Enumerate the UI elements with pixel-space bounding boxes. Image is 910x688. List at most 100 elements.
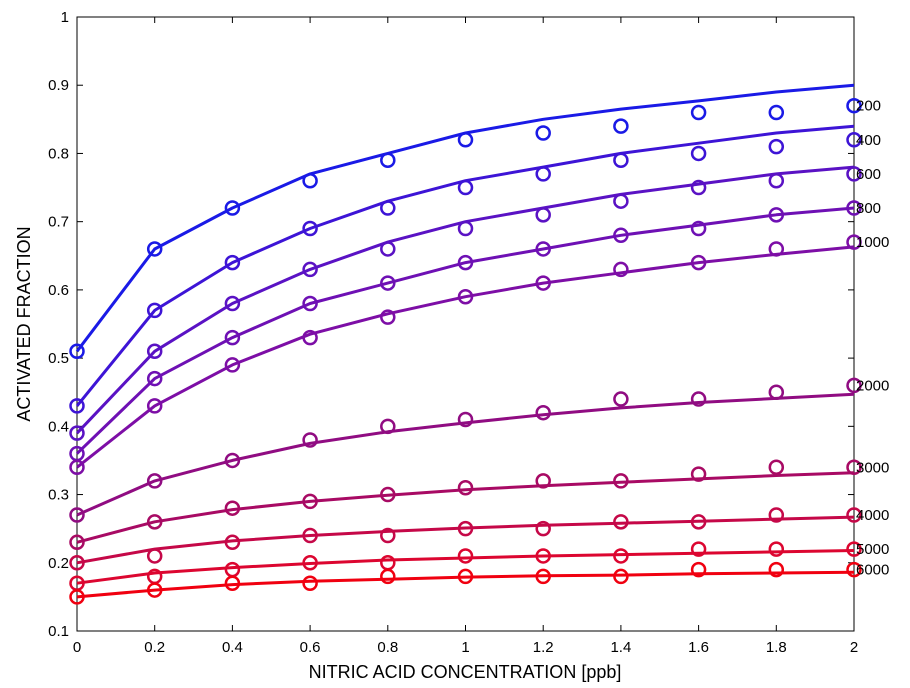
series-label: 400 (856, 132, 881, 149)
data-point (535, 207, 551, 223)
data-point (457, 220, 474, 237)
data-point (302, 220, 318, 237)
data-point (380, 275, 396, 291)
data-point (690, 254, 707, 271)
x-tick-label: 2 (850, 639, 858, 656)
data-point (380, 152, 396, 169)
data-point (69, 459, 85, 476)
data-point (535, 166, 551, 182)
series-label: 600 (856, 166, 881, 183)
data-point (768, 241, 785, 257)
y-tick-label: 0.5 (48, 350, 69, 367)
data-point (302, 555, 318, 571)
data-point (613, 473, 629, 489)
series-line (76, 570, 855, 599)
data-point (457, 411, 474, 428)
data-point (613, 514, 629, 530)
data-point (690, 561, 707, 578)
data-point (846, 541, 862, 557)
data-point (146, 302, 163, 319)
x-tick-label: 1.6 (688, 639, 709, 656)
series-4000 (69, 507, 862, 571)
x-tick-label: 1.2 (533, 639, 554, 656)
data-point (224, 534, 241, 551)
data-point (846, 507, 862, 523)
x-axis-label: NITRIC ACID CONCENTRATION [ppb] (309, 662, 622, 682)
data-point (69, 589, 85, 605)
data-point (535, 125, 551, 141)
data-point (302, 575, 318, 591)
data-point (69, 507, 85, 523)
series-line (76, 392, 855, 517)
series-6000 (69, 561, 862, 605)
data-point (768, 507, 785, 523)
series-labels: 200 400 600 800 1000 2000 3000 4000 5000 6000 (856, 98, 889, 579)
data-point (846, 459, 862, 476)
data-point (846, 132, 862, 148)
data-point (535, 568, 551, 585)
data-point (146, 582, 163, 598)
data-point (768, 138, 785, 155)
data-point (380, 200, 396, 216)
series-label: 200 (856, 98, 881, 115)
series-line (76, 549, 855, 585)
data-point (690, 104, 707, 121)
x-ticks: 0 0.2 0.4 0.6 0.8 1 1.2 1.4 1.6 1.8 2 (73, 17, 858, 656)
data-point (224, 254, 241, 271)
series-label: 2000 (856, 377, 889, 394)
data-point (613, 193, 629, 209)
data-point (380, 241, 396, 257)
data-point (146, 514, 163, 530)
x-tick-label: 0.8 (377, 639, 398, 656)
series-600 (69, 165, 862, 441)
data-point (768, 172, 785, 189)
data-point (535, 404, 551, 421)
data-point (613, 227, 629, 244)
data-point (146, 370, 163, 387)
data-point (613, 568, 629, 585)
data-point (457, 132, 474, 148)
series-400 (69, 124, 862, 414)
data-point (380, 418, 396, 435)
data-point (224, 452, 241, 469)
series-line (76, 515, 855, 565)
data-point (224, 329, 241, 346)
data-point (380, 486, 396, 503)
y-tick-label: 0.8 (48, 145, 69, 162)
data-point (768, 459, 785, 476)
data-point (146, 398, 163, 414)
y-ticks: 0.1 0.2 0.3 0.4 0.5 0.6 0.7 0.8 0.9 1 (48, 9, 854, 640)
data-point (690, 220, 707, 237)
y-tick-label: 0.6 (48, 282, 69, 299)
data-point (535, 548, 551, 564)
data-point (457, 548, 474, 564)
data-point (224, 357, 241, 373)
data-point (457, 288, 474, 305)
series-2000 (69, 377, 862, 523)
data-point (768, 384, 785, 400)
data-point (380, 527, 396, 544)
data-point (613, 152, 629, 169)
x-tick-label: 1.4 (610, 639, 631, 656)
series-label: 1000 (856, 234, 889, 251)
data-point (380, 568, 396, 585)
x-tick-label: 1.8 (766, 639, 787, 656)
data-point (224, 575, 241, 591)
y-tick-label: 0.9 (48, 77, 69, 94)
data-point (768, 541, 785, 557)
x-tick-label: 0 (73, 639, 81, 656)
data-point (690, 466, 707, 482)
series-label: 6000 (856, 562, 889, 579)
data-point (69, 425, 85, 441)
x-tick-label: 0.6 (300, 639, 321, 656)
data-point (380, 309, 396, 325)
data-point (146, 548, 163, 564)
data-point (690, 179, 707, 196)
data-point (302, 493, 318, 510)
series-200 (69, 83, 862, 360)
data-point (146, 343, 163, 360)
y-tick-label: 1 (61, 9, 69, 26)
series-label: 4000 (856, 507, 889, 524)
series-line (75, 206, 855, 455)
